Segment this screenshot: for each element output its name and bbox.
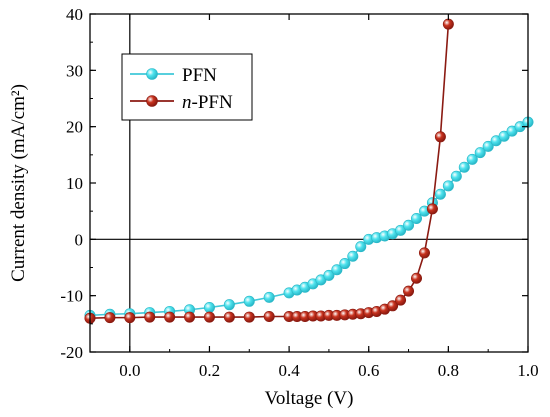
x-tick-label: 0.2 [199, 361, 220, 380]
data-point [482, 140, 494, 152]
legend-entry: PFN [130, 65, 217, 86]
legend-label: PFN [182, 65, 217, 86]
data-point [164, 311, 176, 323]
data-point [323, 269, 335, 281]
data-point [403, 285, 415, 297]
data-point [474, 147, 486, 159]
series-n-pfn [84, 18, 454, 324]
y-tick-label: -10 [60, 287, 83, 306]
legend-marker [146, 68, 158, 80]
data-point [184, 311, 196, 323]
data-point [124, 312, 136, 324]
y-tick-label: 10 [66, 174, 83, 193]
data-point [144, 311, 156, 323]
data-point [418, 247, 430, 259]
data-point [395, 294, 407, 306]
data-point [466, 153, 478, 165]
data-point [387, 300, 399, 312]
data-point [498, 130, 510, 142]
data-point [223, 311, 235, 323]
data-point [203, 311, 215, 323]
legend-marker [146, 95, 158, 107]
data-point [223, 299, 235, 311]
data-point [331, 264, 343, 276]
y-axis-label: Current density (mA/cm²) [8, 84, 29, 282]
data-point [411, 272, 423, 284]
legend-label: n-PFN [182, 92, 233, 113]
x-tick-label: 0.6 [358, 361, 379, 380]
x-tick-label: 0.8 [438, 361, 459, 380]
data-point [458, 161, 470, 173]
data-point [434, 188, 446, 200]
data-point [243, 311, 255, 323]
data-point [411, 212, 423, 224]
x-tick-label: 0.4 [278, 361, 300, 380]
data-point [203, 301, 215, 313]
x-axis-label: Voltage (V) [265, 388, 354, 409]
data-point [450, 170, 462, 182]
y-tick-label: 20 [66, 118, 83, 137]
data-point [263, 291, 275, 303]
y-tick-label: -20 [60, 343, 83, 362]
x-tick-label: 0.0 [119, 361, 140, 380]
data-point [339, 258, 351, 270]
data-point [104, 312, 116, 324]
data-point [434, 131, 446, 143]
y-tick-label: 0 [75, 230, 84, 249]
y-tick-label: 30 [66, 61, 83, 80]
data-point [442, 180, 454, 192]
data-point [403, 219, 415, 231]
data-point [263, 311, 275, 323]
legend-box [121, 53, 253, 121]
y-tick-label: 40 [66, 5, 83, 24]
series-pfn [84, 116, 534, 321]
data-point [426, 203, 438, 215]
data-point [395, 224, 407, 236]
data-point [355, 241, 367, 253]
legend: PFN n-PFN [121, 53, 253, 121]
data-point [243, 295, 255, 307]
data-point [347, 250, 359, 262]
axis-ticks: 0.0 0.2 0.4 0.6 0.8 1.0 -20 -10 0 10 20 30 40 [60, 5, 538, 380]
legend-entry: n-PFN [130, 92, 233, 113]
x-tick-label: 1.0 [517, 361, 538, 380]
data-point [442, 18, 454, 30]
